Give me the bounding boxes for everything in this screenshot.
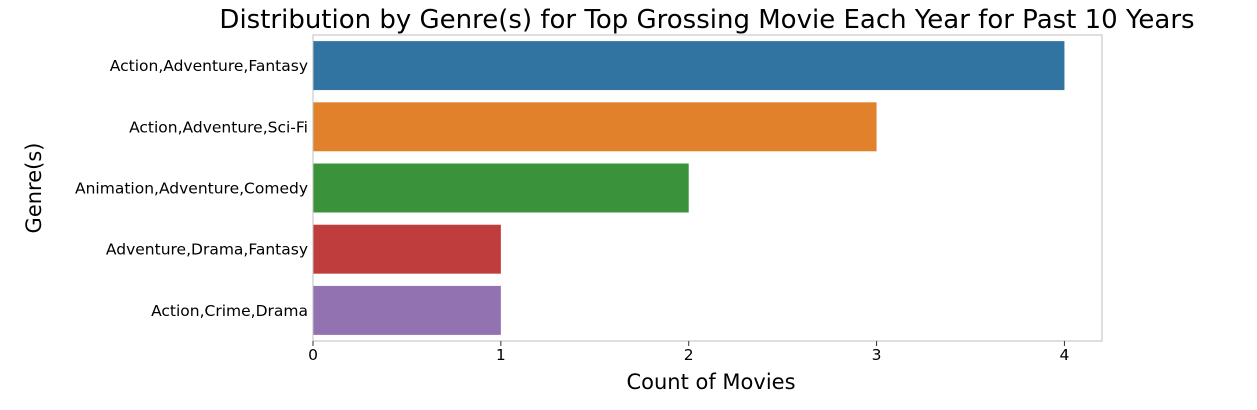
- plot-area: Action,Adventure,Fantasy Action,Adventure…: [75, 34, 1103, 364]
- chart-title: Distribution by Genre(s) for Top Grossin…: [219, 5, 1194, 35]
- bar: [313, 224, 501, 274]
- y-axis-label: Genre(s): [22, 143, 46, 234]
- bar: [313, 163, 689, 213]
- x-tick-label: 2: [684, 346, 694, 364]
- x-tick-label: 0: [308, 346, 318, 364]
- x-axis-label: Count of Movies: [626, 370, 795, 394]
- y-tick-label: Action,Adventure,Fantasy: [110, 57, 308, 75]
- y-tick-label: Action,Crime,Drama: [151, 302, 308, 320]
- y-tick-label: Animation,Adventure,Comedy: [75, 180, 308, 198]
- y-tick-label: Action,Adventure,Sci-Fi: [129, 118, 308, 136]
- x-tick-label: 1: [496, 346, 506, 364]
- x-tick-label: 3: [872, 346, 882, 364]
- bar: [313, 285, 501, 335]
- bar: [313, 41, 1065, 91]
- x-tick-label: 4: [1059, 346, 1069, 364]
- bar: [313, 102, 877, 152]
- plot-frame: [312, 34, 1103, 342]
- y-tick-label: Adventure,Drama,Fantasy: [106, 241, 308, 259]
